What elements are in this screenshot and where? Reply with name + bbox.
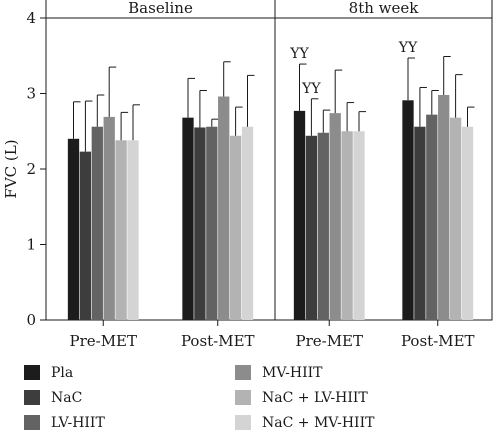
legend-label: Pla: [51, 365, 73, 381]
bar: [426, 114, 438, 320]
y-tick-label: 2: [26, 160, 36, 178]
bar: [206, 126, 218, 320]
bar: [449, 117, 462, 320]
bar: [317, 132, 329, 320]
labels-layer: 0 1 2 3 4 Baseline Pre-MET Post-MET 8th week Pre-…: [26, 0, 474, 350]
legend-label: LV-HIIT: [51, 415, 105, 431]
bar: [67, 138, 80, 320]
y-tick-label: 1: [26, 236, 36, 254]
bar: [194, 127, 206, 320]
legend-swatch: [24, 390, 40, 405]
legend-swatch: [24, 415, 40, 430]
legend: Pla NaC LV-HIIT MV-HIIT NaC + LV-HIIT NaC + M…: [24, 365, 375, 431]
bar: [353, 131, 365, 320]
x-category-label: Pre-MET: [295, 332, 363, 350]
bar: [91, 126, 103, 320]
bar: [438, 95, 450, 320]
bar: [229, 135, 242, 320]
significance-mark: YY: [301, 81, 321, 97]
bar: [402, 100, 414, 320]
x-category-label: Pre-MET: [69, 332, 137, 350]
bar: [241, 126, 254, 320]
bar: [329, 113, 341, 320]
bar: [182, 117, 194, 320]
bar: [305, 135, 318, 320]
y-tick-label: 0: [26, 311, 36, 329]
legend-swatch: [235, 390, 251, 405]
panel-title: Baseline: [128, 0, 193, 17]
significance-mark: YY: [289, 46, 309, 62]
legend-label: NaC: [51, 390, 82, 406]
y-axis-title: FVC (L): [2, 139, 20, 198]
legend-label: NaC + LV-HIIT: [262, 390, 368, 406]
bar: [79, 151, 92, 320]
bar: [218, 96, 230, 321]
y-tick-label: 3: [26, 85, 36, 103]
axes-layer: [40, 0, 493, 326]
x-category-label: Post-MET: [181, 332, 255, 350]
y-tick-label: 4: [26, 9, 36, 27]
legend-swatch: [24, 365, 40, 380]
bar: [461, 126, 474, 320]
y-axis-title-group: FVC (L): [2, 139, 20, 198]
legend-swatch: [235, 365, 251, 380]
bar: [341, 131, 353, 320]
legend-label: NaC + MV-HIIT: [262, 415, 375, 431]
bars-layer: [67, 56, 475, 321]
bar: [115, 140, 127, 320]
legend-swatch: [235, 415, 251, 430]
panel-title: 8th week: [349, 0, 420, 17]
legend-label: MV-HIIT: [262, 365, 323, 381]
significance-mark: YY: [398, 40, 418, 56]
bar: [103, 116, 115, 320]
bar: [414, 126, 426, 320]
x-category-label: Post-MET: [401, 332, 475, 350]
bar: [127, 140, 139, 320]
bar: [293, 110, 306, 321]
